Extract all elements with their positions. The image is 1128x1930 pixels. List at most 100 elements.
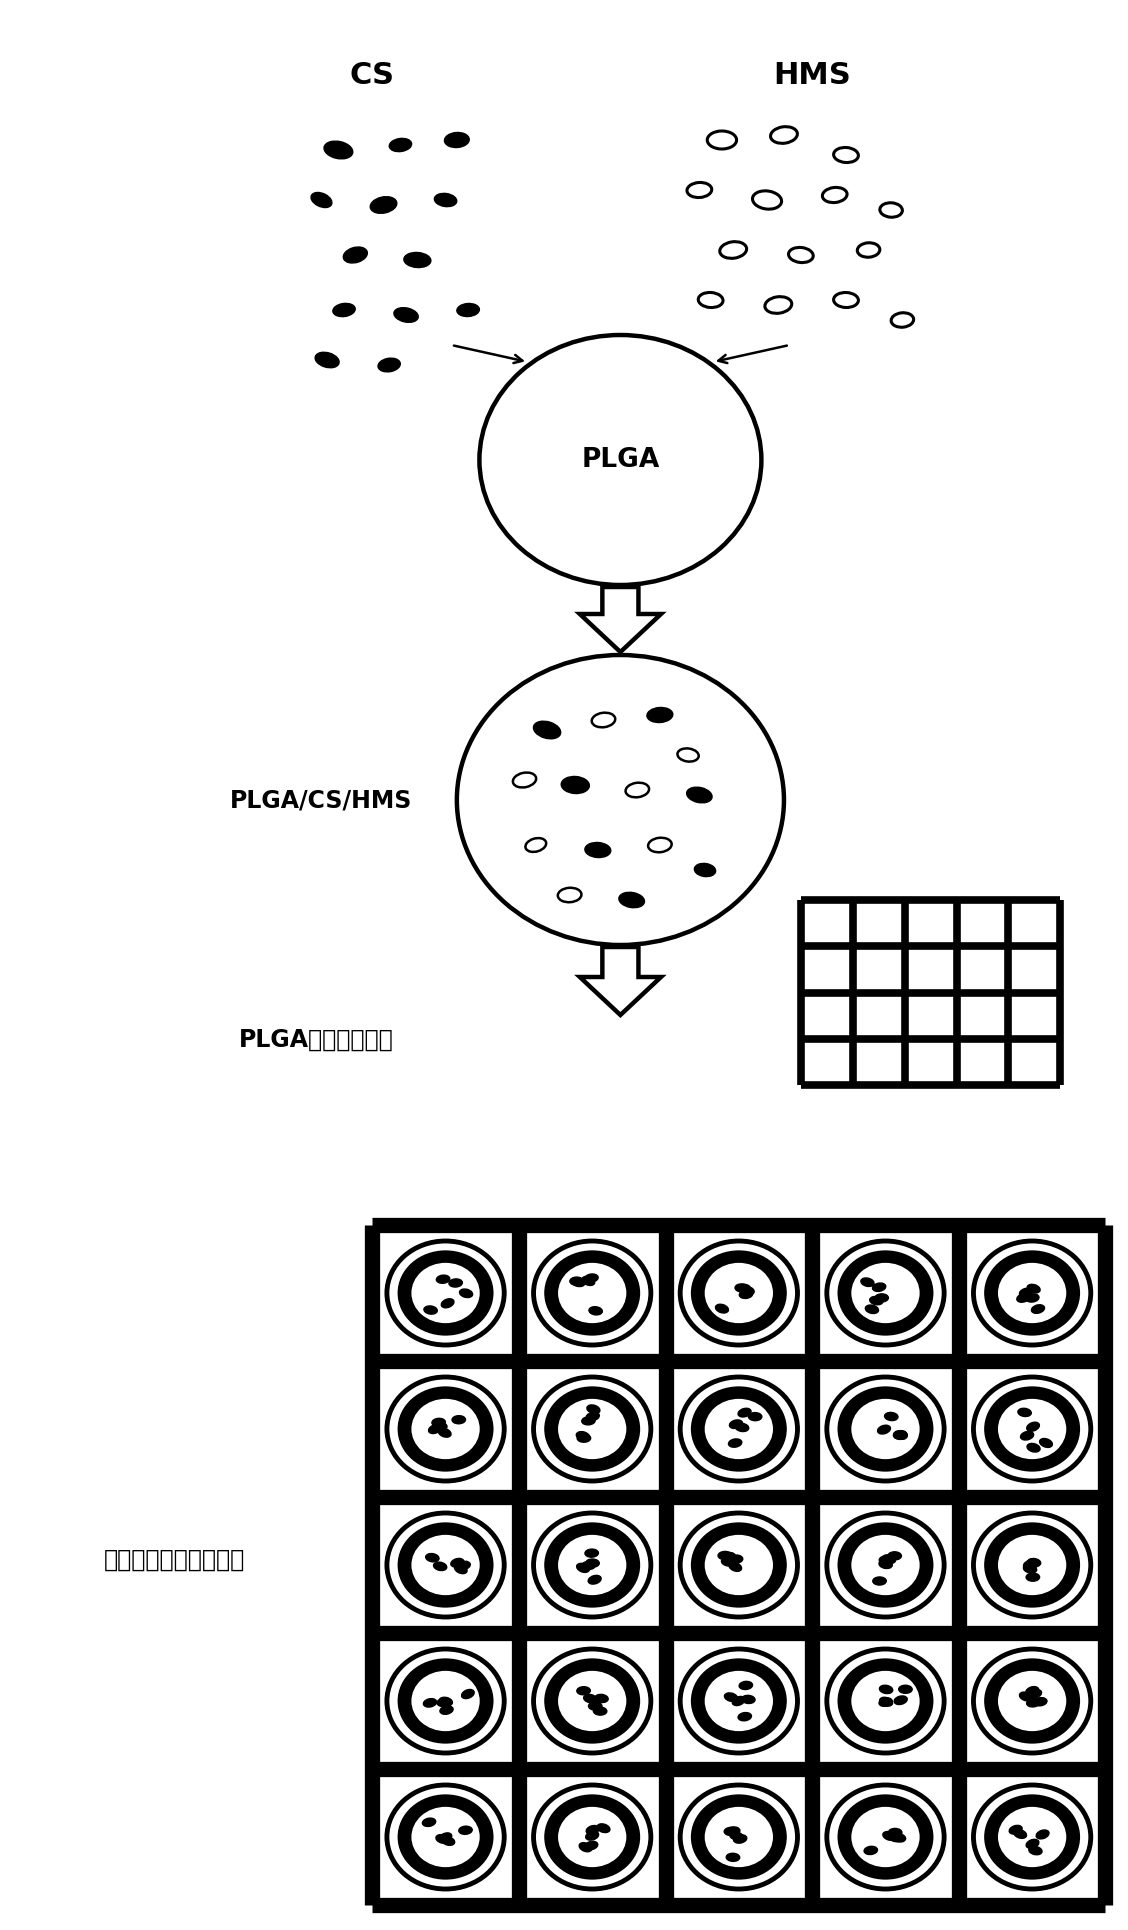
Ellipse shape: [730, 1420, 742, 1428]
Ellipse shape: [588, 1575, 601, 1585]
Ellipse shape: [1023, 1559, 1037, 1569]
Ellipse shape: [315, 353, 340, 369]
Ellipse shape: [619, 892, 644, 907]
Circle shape: [398, 1660, 493, 1743]
Ellipse shape: [394, 307, 418, 322]
Ellipse shape: [893, 1430, 907, 1440]
Ellipse shape: [589, 1702, 602, 1710]
Circle shape: [704, 1669, 774, 1733]
Circle shape: [704, 1397, 774, 1461]
Ellipse shape: [748, 1413, 761, 1420]
Ellipse shape: [441, 1299, 453, 1309]
Ellipse shape: [437, 1698, 450, 1706]
Ellipse shape: [452, 1415, 466, 1424]
Circle shape: [387, 1648, 504, 1752]
Ellipse shape: [722, 1552, 735, 1561]
Ellipse shape: [587, 1413, 599, 1420]
Circle shape: [398, 1523, 493, 1606]
Ellipse shape: [724, 1693, 738, 1702]
Circle shape: [838, 1251, 933, 1336]
Circle shape: [827, 1241, 944, 1345]
Ellipse shape: [584, 1274, 598, 1282]
Circle shape: [557, 1806, 627, 1868]
Ellipse shape: [893, 1432, 907, 1440]
Ellipse shape: [739, 1681, 752, 1689]
Circle shape: [997, 1669, 1067, 1733]
Circle shape: [557, 1534, 627, 1596]
Circle shape: [557, 1397, 627, 1461]
Polygon shape: [580, 587, 661, 652]
Circle shape: [973, 1513, 1091, 1617]
Ellipse shape: [444, 133, 469, 147]
Ellipse shape: [422, 1818, 435, 1826]
Ellipse shape: [1020, 1287, 1032, 1297]
Ellipse shape: [884, 1413, 898, 1420]
Ellipse shape: [1026, 1444, 1040, 1451]
Ellipse shape: [879, 1698, 892, 1706]
Text: CS: CS: [350, 60, 395, 89]
Circle shape: [457, 654, 784, 946]
Ellipse shape: [730, 1832, 743, 1839]
Ellipse shape: [576, 1432, 590, 1440]
Ellipse shape: [737, 1283, 750, 1293]
Ellipse shape: [729, 1440, 742, 1448]
Circle shape: [997, 1806, 1067, 1868]
Circle shape: [545, 1251, 640, 1336]
Ellipse shape: [880, 1696, 892, 1706]
Circle shape: [545, 1388, 640, 1471]
Circle shape: [997, 1397, 1067, 1461]
Ellipse shape: [729, 1561, 741, 1571]
Circle shape: [411, 1806, 481, 1868]
Ellipse shape: [435, 1835, 449, 1843]
Ellipse shape: [576, 1687, 590, 1695]
Circle shape: [387, 1241, 504, 1345]
Ellipse shape: [1026, 1698, 1040, 1706]
Ellipse shape: [589, 1307, 602, 1314]
Ellipse shape: [579, 1843, 592, 1851]
Ellipse shape: [1031, 1305, 1045, 1312]
Circle shape: [557, 1669, 627, 1733]
Circle shape: [680, 1648, 797, 1752]
Ellipse shape: [1026, 1839, 1039, 1849]
Ellipse shape: [865, 1305, 879, 1314]
Circle shape: [691, 1251, 786, 1336]
Ellipse shape: [1025, 1293, 1039, 1303]
Ellipse shape: [880, 1685, 892, 1695]
Ellipse shape: [585, 1832, 599, 1839]
Ellipse shape: [741, 1287, 755, 1295]
Ellipse shape: [459, 1826, 473, 1834]
Ellipse shape: [585, 1559, 599, 1567]
Ellipse shape: [562, 776, 589, 793]
Ellipse shape: [861, 1278, 874, 1287]
Circle shape: [704, 1534, 774, 1596]
Circle shape: [479, 336, 761, 585]
Text: HMS: HMS: [774, 60, 851, 89]
Ellipse shape: [1026, 1422, 1039, 1432]
Ellipse shape: [1016, 1293, 1030, 1303]
Circle shape: [545, 1660, 640, 1743]
Circle shape: [398, 1251, 493, 1336]
Ellipse shape: [875, 1293, 889, 1303]
Ellipse shape: [587, 1405, 600, 1413]
Circle shape: [985, 1251, 1079, 1336]
Ellipse shape: [582, 1561, 596, 1569]
Circle shape: [985, 1523, 1079, 1606]
Circle shape: [534, 1785, 651, 1889]
Circle shape: [691, 1388, 786, 1471]
Ellipse shape: [378, 359, 400, 372]
Ellipse shape: [722, 1558, 734, 1565]
Ellipse shape: [879, 1556, 892, 1563]
Ellipse shape: [1020, 1693, 1032, 1700]
Ellipse shape: [437, 1276, 450, 1283]
Ellipse shape: [1010, 1826, 1022, 1834]
Circle shape: [704, 1262, 774, 1324]
Ellipse shape: [585, 843, 610, 857]
Circle shape: [411, 1669, 481, 1733]
Ellipse shape: [687, 787, 712, 803]
Ellipse shape: [738, 1409, 751, 1417]
Ellipse shape: [439, 1428, 451, 1438]
Circle shape: [411, 1534, 481, 1596]
Ellipse shape: [1025, 1559, 1039, 1569]
Circle shape: [534, 1376, 651, 1480]
Text: PLGA/CS/HMS: PLGA/CS/HMS: [230, 787, 413, 813]
